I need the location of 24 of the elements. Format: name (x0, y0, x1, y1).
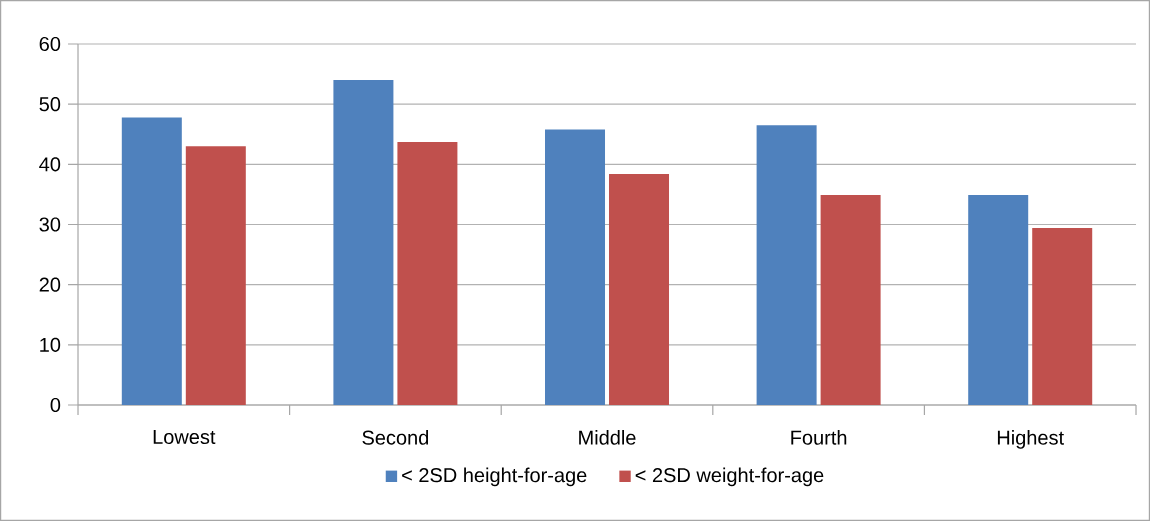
bar (121, 117, 182, 405)
bar (545, 129, 606, 405)
bar (1032, 228, 1093, 405)
x-tick-label: Fourth (791, 430, 847, 445)
x-tick-label: Lowest (153, 430, 216, 445)
y-tick-label: 20 (39, 277, 61, 292)
bar (820, 195, 881, 405)
y-tick-label: 10 (40, 337, 61, 352)
bar (333, 80, 394, 405)
y-tick-label: 60 (39, 36, 61, 52)
bar (756, 125, 817, 405)
y-tick-label: 30 (39, 217, 61, 232)
y-tick-label: 0 (50, 397, 61, 413)
bar (968, 195, 1029, 405)
y-tick-label: 50 (39, 97, 61, 112)
x-tick-label: Highest (997, 430, 1064, 449)
y-tick-label: 40 (39, 157, 61, 172)
bar (609, 173, 670, 405)
legend-label: < 2SD weight-for-age (635, 467, 824, 487)
legend-label: < 2SD height-for-age (402, 467, 587, 487)
bar (185, 146, 246, 405)
x-tick-label: Middle (579, 430, 636, 445)
x-tick-label: Second (362, 430, 429, 445)
bar (397, 142, 458, 405)
